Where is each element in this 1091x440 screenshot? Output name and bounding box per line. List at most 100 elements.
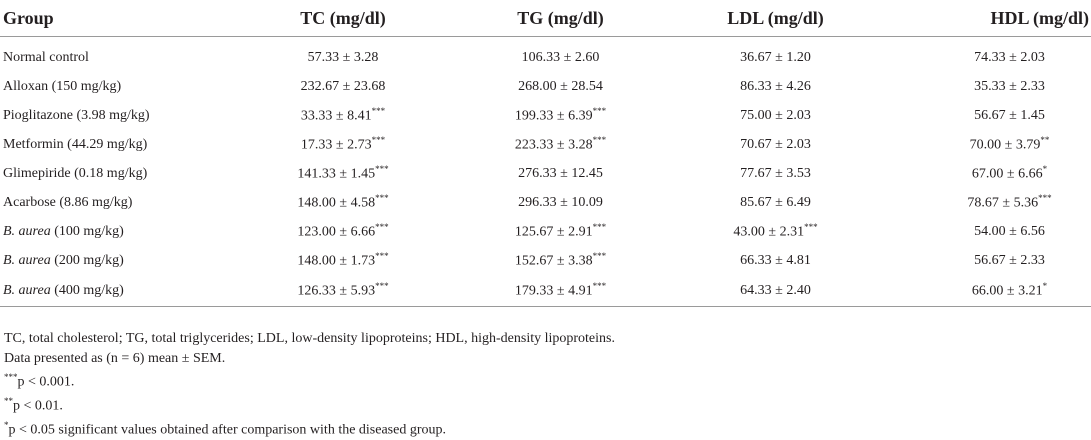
significance-mark: *** (592, 251, 607, 262)
tg-value: 179.33 ± 4.91 (514, 283, 593, 299)
species-name: B. aurea (3, 223, 51, 239)
significance-mark: *** (592, 281, 607, 292)
lipid-profile-table: Group TC (mg/dl) TG (mg/dl) LDL (mg/dl) … (0, 0, 1091, 307)
ldl-value: 85.67 ± 6.49 (740, 194, 811, 210)
ldl-value: 75.00 ± 2.03 (740, 107, 811, 123)
tc-cell: 33.33 ± 8.41*** (233, 101, 453, 130)
tc-cell: 126.33 ± 5.93*** (233, 275, 453, 307)
hdl-value: 56.67 ± 2.33 (974, 252, 1045, 268)
ldl-value: 43.00 ± 2.31 (733, 224, 805, 240)
tc-cell: 148.00 ± 4.58*** (233, 188, 453, 217)
table-row: Glimepiride (0.18 mg/kg) 141.33 ± 1.45***… (0, 159, 1091, 188)
tc-cell: 17.33 ± 2.73*** (233, 130, 453, 159)
tg-value: 106.33 ± 2.60 (521, 49, 600, 65)
group-cell: B. aurea (200 mg/kg) (0, 246, 233, 275)
table-row: Acarbose (8.86 mg/kg) 148.00 ± 4.58*** 296… (0, 188, 1091, 217)
ldl-value: 86.33 ± 4.26 (740, 78, 811, 94)
table-row: B. aurea (400 mg/kg) 126.33 ± 5.93*** 179.… (0, 275, 1091, 307)
significance-mark: *** (375, 251, 389, 262)
tg-cell: 125.67 ± 2.91*** (453, 217, 668, 246)
footnote-p05: *p < 0.05 significant values obtained af… (4, 420, 447, 438)
tc-value: 17.33 ± 2.73 (300, 137, 372, 153)
group-cell: Acarbose (8.86 mg/kg) (3, 194, 133, 210)
tg-cell: 268.00 ± 28.54 (453, 72, 668, 101)
hdl-cell: 56.67 ± 1.45 (883, 101, 1091, 130)
significance-mark: *** (592, 135, 607, 146)
ldl-cell: 64.33 ± 2.40 (668, 275, 883, 307)
ldl-cell: 66.33 ± 4.81 (668, 246, 883, 275)
tc-cell: 148.00 ± 1.73*** (233, 246, 453, 275)
header-row: Group TC (mg/dl) TG (mg/dl) LDL (mg/dl) … (0, 0, 1091, 37)
tg-cell: 199.33 ± 6.39*** (453, 101, 668, 130)
hdl-cell: 35.33 ± 2.33 (883, 72, 1091, 101)
ldl-value: 64.33 ± 2.40 (740, 282, 811, 298)
significance-mark: *** (375, 281, 389, 292)
tg-value: 125.67 ± 2.91 (514, 224, 593, 240)
tg-value: 296.33 ± 10.09 (518, 194, 603, 210)
hdl-value: 66.00 ± 3.21 (971, 283, 1043, 299)
ldl-cell: 70.67 ± 2.03 (668, 130, 883, 159)
hdl-cell: 56.67 ± 2.33 (883, 246, 1091, 275)
tg-cell: 296.33 ± 10.09 (453, 188, 668, 217)
significance-mark: *** (804, 222, 818, 233)
tc-value: 123.00 ± 6.66 (297, 224, 376, 240)
species-name: B. aurea (3, 282, 51, 298)
tg-cell: 106.33 ± 2.60 (453, 37, 668, 73)
species-name: B. aurea (3, 252, 51, 268)
table-row: B. aurea (200 mg/kg) 148.00 ± 1.73*** 152.… (0, 246, 1091, 275)
significance-mark: *** (375, 193, 389, 204)
significance-mark: *** (375, 164, 389, 175)
tc-cell: 141.33 ± 1.45*** (233, 159, 453, 188)
ldl-value: 70.67 ± 2.03 (740, 136, 811, 152)
tc-cell: 232.67 ± 23.68 (233, 72, 453, 101)
tg-value: 152.67 ± 3.38 (514, 253, 593, 269)
ldl-cell: 85.67 ± 6.49 (668, 188, 883, 217)
significance-mark: *** (371, 135, 386, 146)
group-cell: Glimepiride (0.18 mg/kg) (3, 165, 148, 181)
tg-value: 268.00 ± 28.54 (518, 78, 603, 94)
hdl-cell: 66.00 ± 3.21* (883, 275, 1091, 307)
tg-value: 276.33 ± 12.45 (518, 165, 603, 181)
tc-cell: 57.33 ± 3.28 (233, 37, 453, 73)
tg-value: 199.33 ± 6.39 (514, 108, 593, 124)
hdl-value: 70.00 ± 3.79 (969, 137, 1041, 153)
group-cell: B. aurea (100 mg/kg) (0, 217, 233, 246)
significance-mark: * (1042, 281, 1048, 292)
table-footnotes: TC, total cholesterol; TG, total triglyc… (4, 329, 615, 440)
table-row: B. aurea (100 mg/kg) 123.00 ± 6.66*** 125.… (0, 217, 1091, 246)
significance-mark: *** (592, 222, 607, 233)
significance-mark: * (1042, 164, 1048, 175)
hdl-value: 78.67 ± 5.36 (967, 195, 1039, 211)
tg-cell: 276.33 ± 12.45 (453, 159, 668, 188)
ldl-cell: 86.33 ± 4.26 (668, 72, 883, 101)
header-hdl: HDL (mg/dl) (883, 0, 1091, 37)
table-body: Normal control 57.33 ± 3.28 106.33 ± 2.60 3… (0, 37, 1091, 307)
significance-mark: *** (1038, 193, 1052, 204)
table-row: Pioglitazone (3.98 mg/kg) 33.33 ± 8.41***… (0, 101, 1091, 130)
tc-value: 148.00 ± 1.73 (297, 253, 376, 269)
significance-mark: *** (371, 106, 386, 117)
footnote-p001: ***p < 0.001. (4, 372, 75, 390)
ldl-cell: 77.67 ± 3.53 (668, 159, 883, 188)
significance-mark: *** (592, 106, 607, 117)
hdl-value: 67.00 ± 6.66 (971, 166, 1043, 182)
ldl-value: 77.67 ± 3.53 (740, 165, 811, 181)
header-tg: TG (mg/dl) (453, 0, 668, 37)
header-ldl: LDL (mg/dl) (668, 0, 883, 37)
significance-mark: *** (375, 222, 389, 233)
table-row: Alloxan (150 mg/kg) 232.67 ± 23.68 268.00 … (0, 72, 1091, 101)
tc-value: 33.33 ± 8.41 (300, 108, 372, 124)
group-cell: B. aurea (400 mg/kg) (0, 275, 233, 307)
table-row: Normal control 57.33 ± 3.28 106.33 ± 2.60 3… (0, 37, 1091, 73)
tc-value: 57.33 ± 3.28 (307, 49, 379, 65)
tg-cell: 179.33 ± 4.91*** (453, 275, 668, 307)
header-group: Group (0, 0, 233, 37)
ldl-cell: 43.00 ± 2.31*** (668, 217, 883, 246)
hdl-value: 35.33 ± 2.33 (974, 78, 1045, 94)
tc-value: 148.00 ± 4.58 (297, 195, 376, 211)
dose-label: (400 mg/kg) (50, 282, 124, 298)
group-cell: Pioglitazone (3.98 mg/kg) (3, 107, 150, 123)
tc-value: 141.33 ± 1.45 (297, 166, 376, 182)
footnote-abbreviations: TC, total cholesterol; TG, total triglyc… (4, 331, 615, 346)
